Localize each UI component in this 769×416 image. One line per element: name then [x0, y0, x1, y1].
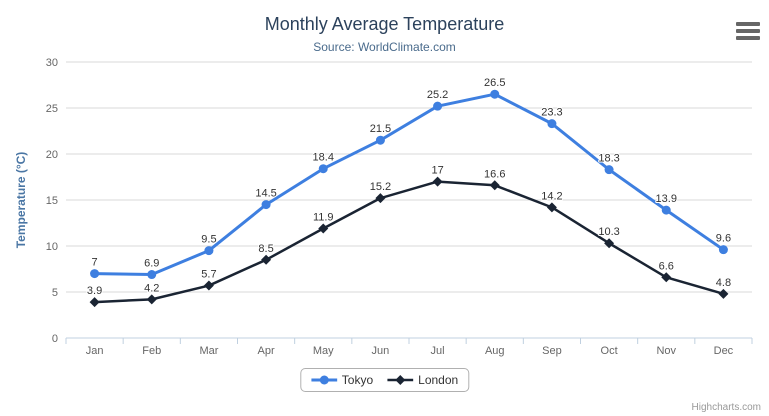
chart-context-menu-button[interactable] — [734, 19, 762, 43]
y-axis-label: 30 — [46, 57, 58, 69]
data-label: 23.3 — [541, 107, 562, 119]
data-label: 8.5 — [258, 243, 273, 255]
x-axis-label: Feb — [142, 345, 161, 357]
hamburger-icon — [736, 22, 760, 26]
y-axis-label: 25 — [46, 103, 58, 115]
data-point-marker[interactable] — [318, 223, 329, 234]
data-point-marker[interactable] — [547, 119, 557, 129]
data-label: 18.4 — [313, 152, 334, 164]
data-point-marker[interactable] — [146, 294, 157, 305]
legend: Tokyo London — [299, 368, 470, 392]
data-point-marker[interactable] — [203, 280, 214, 291]
data-point-marker[interactable] — [489, 180, 500, 191]
data-point-marker[interactable] — [604, 165, 614, 175]
series-line-tokyo — [93, 92, 725, 277]
x-axis-label: Jul — [431, 345, 445, 357]
data-point-marker[interactable] — [89, 297, 100, 308]
y-axis-label: 0 — [52, 333, 58, 345]
data-label: 26.5 — [484, 77, 505, 89]
data-label: 21.5 — [370, 123, 391, 135]
x-axis-label: Jun — [372, 345, 390, 357]
data-label: 14.2 — [541, 190, 562, 202]
hamburger-icon — [736, 29, 760, 33]
data-point-marker[interactable] — [147, 270, 157, 280]
y-axis-label: 15 — [46, 195, 58, 207]
data-label: 17 — [431, 165, 443, 177]
x-axis-label: May — [313, 345, 334, 357]
data-point-marker[interactable] — [261, 200, 271, 210]
data-point-marker[interactable] — [604, 238, 615, 249]
data-point-marker[interactable] — [90, 269, 100, 279]
x-axis-label: Mar — [199, 345, 218, 357]
x-axis-label: Jan — [86, 345, 104, 357]
data-label: 7 — [92, 257, 98, 269]
data-label: 4.2 — [144, 282, 159, 294]
x-axis-label: Nov — [656, 345, 676, 357]
legend-label: Tokyo — [341, 373, 374, 387]
data-label: 10.3 — [598, 226, 619, 238]
x-axis-label: Oct — [601, 345, 618, 357]
data-label: 14.5 — [255, 188, 276, 200]
data-label: 18.3 — [598, 153, 619, 165]
data-point-marker[interactable] — [718, 245, 728, 255]
legend-item-london[interactable]: London — [387, 373, 458, 387]
y-axis-label: 5 — [52, 287, 58, 299]
x-axis-label: Sep — [542, 345, 562, 357]
data-point-marker[interactable] — [432, 176, 443, 187]
data-point-marker[interactable] — [318, 164, 328, 174]
data-label: 13.9 — [656, 193, 677, 205]
london-line-marker-icon — [387, 375, 414, 385]
data-label: 3.9 — [87, 285, 102, 297]
data-point-marker[interactable] — [661, 272, 672, 283]
data-label: 6.6 — [659, 260, 674, 272]
tokyo-line-marker-icon — [310, 375, 337, 385]
data-point-marker[interactable] — [375, 135, 385, 145]
data-label: 4.8 — [716, 277, 731, 289]
data-point-marker[interactable] — [433, 101, 443, 111]
y-axis-label: 10 — [46, 241, 58, 253]
data-label: 25.2 — [427, 89, 448, 101]
chart-title: Monthly Average Temperature — [264, 14, 505, 34]
data-label: 11.9 — [313, 212, 334, 224]
credits-link[interactable]: Highcharts.com — [691, 402, 761, 413]
x-axis-label: Aug — [485, 345, 505, 357]
data-label: 6.9 — [144, 258, 159, 270]
data-point-marker[interactable] — [718, 288, 729, 299]
legend-label: London — [418, 373, 459, 387]
data-label: 9.5 — [201, 234, 216, 246]
y-axis-label: 20 — [46, 149, 58, 161]
data-label: 16.6 — [484, 168, 505, 180]
chart-subtitle: Source: WorldClimate.com — [313, 40, 456, 54]
x-axis-label: Apr — [258, 345, 275, 357]
data-point-marker[interactable] — [204, 246, 214, 256]
x-axis-label: Dec — [714, 345, 734, 357]
data-point-marker[interactable] — [490, 89, 500, 99]
legend-item-tokyo[interactable]: Tokyo — [310, 373, 374, 387]
data-label: 15.2 — [370, 181, 391, 193]
data-point-marker[interactable] — [661, 205, 671, 215]
hamburger-icon — [736, 36, 760, 40]
data-point-marker[interactable] — [375, 193, 386, 204]
data-label: 5.7 — [201, 269, 216, 281]
data-point-marker[interactable] — [261, 254, 272, 265]
series-line-london — [93, 180, 725, 304]
data-label: 9.6 — [716, 233, 731, 245]
data-point-marker[interactable] — [546, 202, 557, 213]
